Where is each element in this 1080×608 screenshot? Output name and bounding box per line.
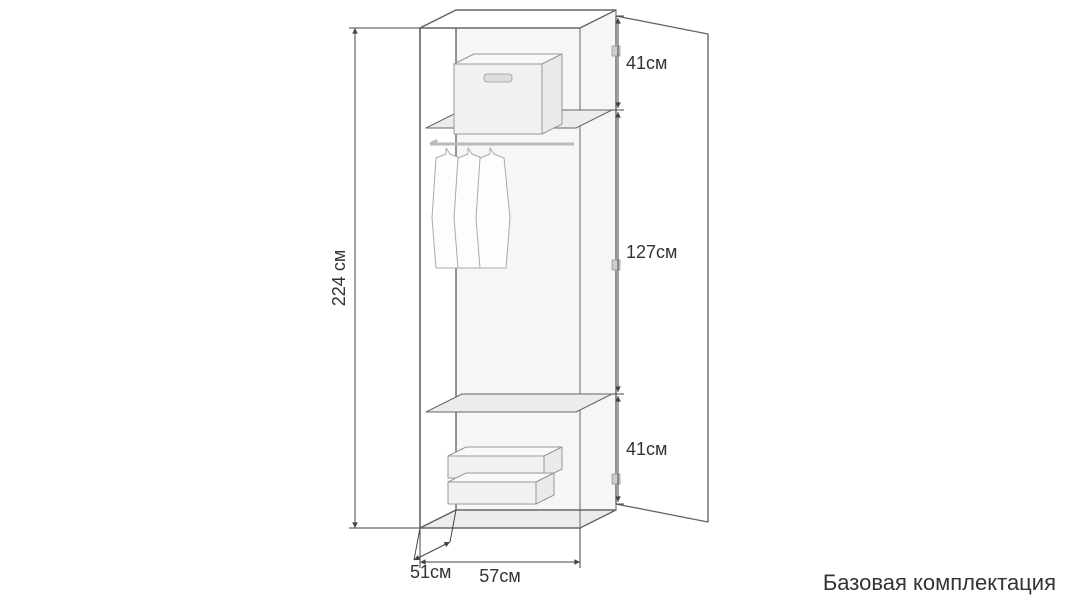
svg-text:127см: 127см (626, 242, 677, 262)
svg-text:51см: 51см (410, 562, 451, 582)
svg-text:57см: 57см (479, 566, 520, 586)
svg-text:41см: 41см (626, 439, 667, 459)
svg-text:41см: 41см (626, 53, 667, 73)
wardrobe-diagram: 224 см 41см 127см 41см 51см 57см (0, 0, 1080, 608)
svg-text:224 см: 224 см (329, 250, 349, 306)
caption-text: Базовая комплектация (823, 570, 1056, 596)
